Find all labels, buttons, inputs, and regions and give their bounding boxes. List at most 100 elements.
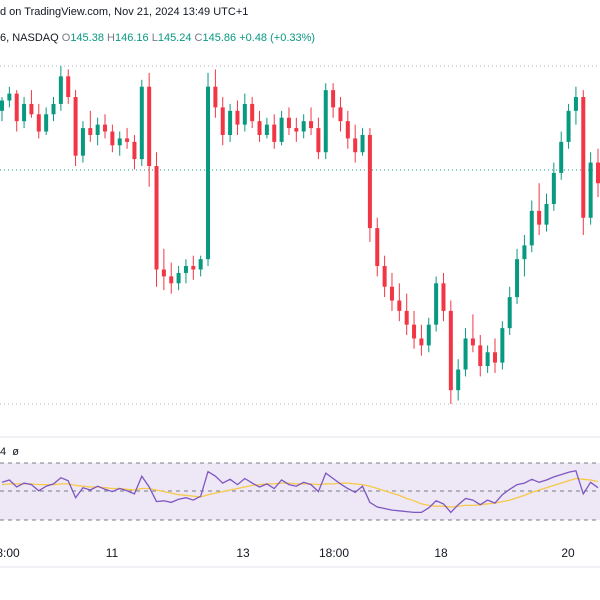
candle-body bbox=[367, 134, 372, 229]
candle-body bbox=[345, 121, 350, 139]
candle-body bbox=[58, 76, 63, 104]
high-value: 146.16 bbox=[114, 32, 149, 44]
candle-body bbox=[154, 166, 159, 270]
rsi-label-b: ø bbox=[12, 446, 19, 458]
candle-body bbox=[125, 138, 130, 142]
candle-body bbox=[242, 103, 247, 125]
candle-body bbox=[110, 131, 115, 146]
candle-body bbox=[228, 110, 233, 135]
candle-body bbox=[139, 86, 144, 160]
candle-body bbox=[0, 100, 4, 111]
candle-body bbox=[51, 103, 56, 115]
candle-body bbox=[294, 128, 299, 132]
candle-body bbox=[73, 97, 78, 156]
candle-body bbox=[426, 324, 431, 346]
high-label: H bbox=[107, 32, 115, 44]
candle-body bbox=[515, 259, 520, 298]
candle-body bbox=[551, 172, 556, 204]
candle-body bbox=[478, 345, 483, 367]
candlestick-series bbox=[0, 66, 600, 404]
candle-body bbox=[375, 228, 380, 267]
x-tick-label: 18 bbox=[434, 546, 448, 560]
candle-body bbox=[103, 124, 108, 132]
candle-body bbox=[161, 269, 166, 277]
candle-body bbox=[147, 86, 152, 167]
price-reference-lines bbox=[0, 65, 600, 405]
candle-body bbox=[507, 297, 512, 329]
candle-body bbox=[132, 141, 137, 160]
time-axis: 8:00 11 13 18:00 18 20 bbox=[0, 546, 575, 560]
ohlc-legend: 6, NASDAQ O145.38 H146.16 L145.24 C145.8… bbox=[0, 32, 315, 44]
candle-body bbox=[176, 272, 181, 284]
candle-body bbox=[191, 266, 196, 270]
candle-body bbox=[323, 90, 328, 153]
candle-body bbox=[522, 245, 527, 260]
candle-body bbox=[257, 121, 262, 135]
candle-body bbox=[220, 107, 225, 135]
candle-body bbox=[338, 107, 343, 122]
candle-body bbox=[485, 352, 490, 367]
candle-body bbox=[448, 310, 453, 391]
candle-body bbox=[456, 369, 461, 391]
candle-body bbox=[36, 114, 41, 132]
candle-body bbox=[588, 162, 593, 218]
low-label: L bbox=[151, 32, 158, 44]
candle-body bbox=[206, 86, 211, 260]
x-tick-label: 8:00 bbox=[0, 546, 20, 560]
candle-body bbox=[470, 338, 475, 346]
candle-body bbox=[382, 266, 387, 287]
candle-body bbox=[95, 124, 100, 135]
candle-body bbox=[80, 128, 85, 156]
candle-body bbox=[29, 103, 34, 115]
candle-body bbox=[117, 138, 122, 146]
candle-body bbox=[7, 93, 12, 101]
candle-body bbox=[404, 310, 409, 325]
open-value: 145.38 bbox=[70, 32, 104, 44]
rsi-line bbox=[1, 470, 599, 514]
candle-body bbox=[88, 128, 93, 135]
candle-body bbox=[22, 103, 27, 122]
published-caption: d on TradingView.com, Nov 21, 2024 13:49… bbox=[0, 6, 249, 18]
candle-body bbox=[581, 97, 586, 218]
close-value: 145.86 bbox=[202, 32, 237, 44]
candle-body bbox=[250, 103, 255, 122]
rsi-level-lines bbox=[0, 462, 600, 521]
x-tick-label: 13 bbox=[236, 546, 250, 560]
candle-body bbox=[559, 141, 564, 173]
candle-body bbox=[397, 300, 402, 311]
candle-body bbox=[286, 117, 291, 129]
candle-body bbox=[389, 286, 394, 301]
x-tick-label: 18:00 bbox=[319, 546, 349, 560]
candle-body bbox=[500, 328, 505, 363]
candle-body bbox=[213, 86, 218, 108]
candle-body bbox=[573, 97, 578, 111]
symbol-suffix: 6, NASDAQ bbox=[0, 32, 59, 44]
candle-body bbox=[272, 124, 277, 142]
candle-body bbox=[66, 76, 71, 98]
candle-body bbox=[537, 210, 542, 225]
candle-body bbox=[353, 138, 358, 153]
candle-body bbox=[566, 110, 571, 142]
rsi-label-a: 4 bbox=[0, 446, 7, 458]
rsi-pane-legend: 4 ø bbox=[0, 446, 19, 458]
candle-body bbox=[596, 162, 600, 184]
candle-body bbox=[331, 90, 336, 108]
candle-body bbox=[44, 114, 49, 132]
change-value: +0.48 (+0.33%) bbox=[239, 32, 316, 44]
candle-body bbox=[463, 338, 468, 370]
candle-body bbox=[441, 283, 446, 311]
candle-body bbox=[316, 128, 321, 153]
candle-body bbox=[279, 117, 284, 142]
candle-body bbox=[419, 338, 424, 346]
candle-body bbox=[264, 124, 269, 135]
rsi-series bbox=[1, 470, 599, 514]
low-value: 145.24 bbox=[157, 32, 192, 44]
candle-body bbox=[183, 266, 188, 273]
candle-body bbox=[301, 121, 306, 132]
candle-body bbox=[529, 210, 534, 246]
candle-body bbox=[14, 93, 19, 122]
candle-body bbox=[492, 352, 497, 363]
x-tick-label: 11 bbox=[106, 546, 119, 560]
x-tick-label: 20 bbox=[561, 546, 575, 560]
